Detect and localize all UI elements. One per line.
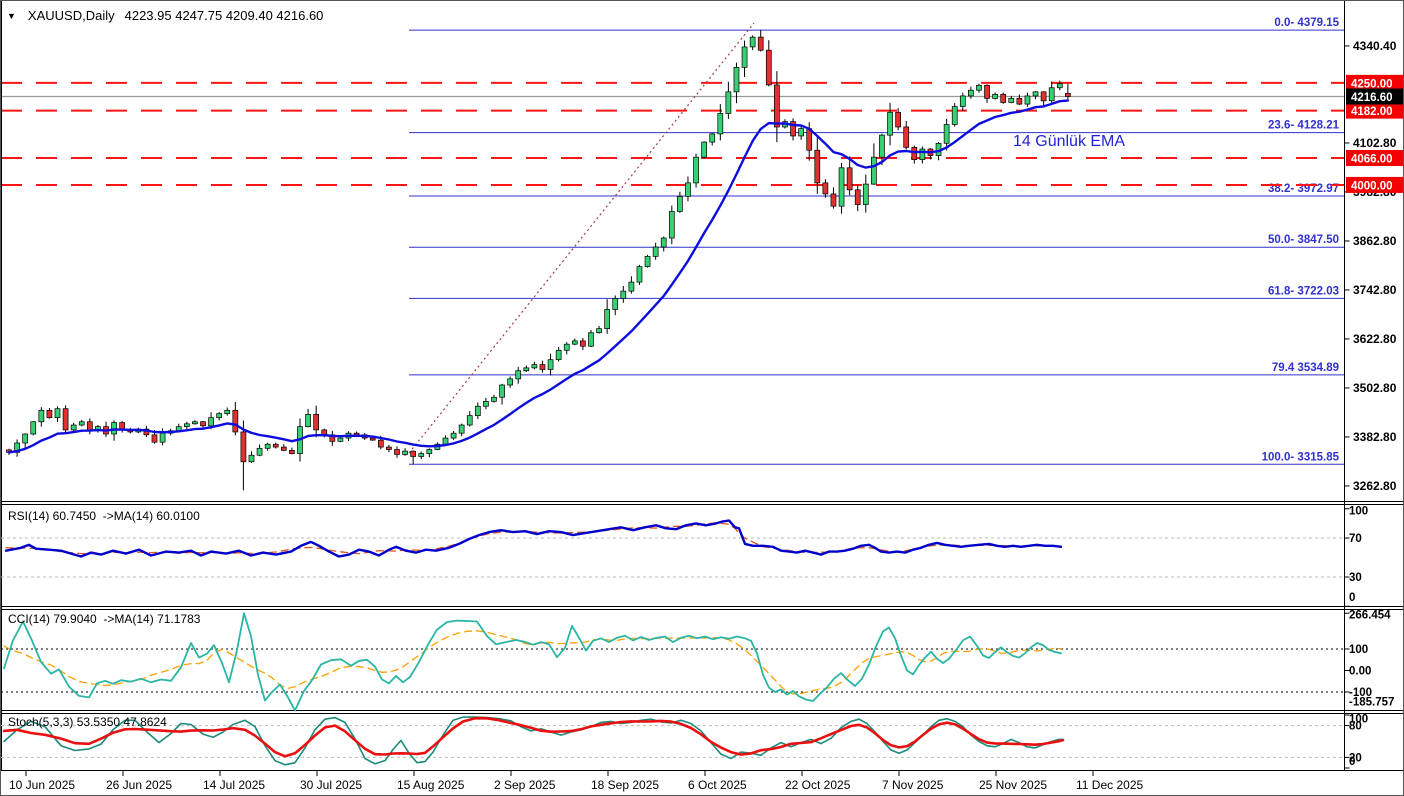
svg-text:79.4 3534.89: 79.4 3534.89: [1272, 362, 1339, 374]
rsi-indicator-label: RSI(14) 60.7450 ->MA(14) 60.0100: [8, 509, 200, 523]
svg-text:3502.80: 3502.80: [1353, 381, 1397, 395]
svg-text:80: 80: [1349, 721, 1362, 733]
svg-text:0.0- 4379.15: 0.0- 4379.15: [1274, 17, 1339, 29]
stoch-indicator-label: Stoch(5,3,3) 53.5350 47.8624: [8, 715, 167, 729]
svg-text:3382.80: 3382.80: [1353, 430, 1397, 444]
svg-text:4182.00: 4182.00: [1351, 106, 1393, 118]
support-resistance-lines: [1, 81, 1345, 186]
svg-text:25 Nov 2025: 25 Nov 2025: [979, 778, 1047, 792]
price-badge: 4182.00: [1346, 102, 1403, 119]
ema-annotation: 14 Günlük EMA: [1013, 133, 1126, 150]
dotted-trendline: [408, 22, 755, 454]
date-axis: 10 Jun 2025 26 Jun 2025 14 Jul 2025 30 Jul …: [9, 770, 1143, 792]
svg-text:100: 100: [1349, 714, 1368, 726]
svg-text:11 Dec 2025: 11 Dec 2025: [1076, 778, 1143, 792]
ema-line: [7, 99, 1070, 454]
svg-text:2 Sep 2025: 2 Sep 2025: [494, 778, 556, 792]
svg-text:10 Jun 2025: 10 Jun 2025: [9, 778, 75, 792]
svg-text:23.6- 4128.21: 23.6- 4128.21: [1268, 120, 1340, 132]
cci-indicator-label: CCI(14) 79.9040 ->MA(14) 71.1783: [8, 612, 201, 626]
svg-text:30 Jul 2025: 30 Jul 2025: [300, 778, 362, 792]
svg-text:0: 0: [1349, 756, 1355, 768]
svg-text:22 Oct 2025: 22 Oct 2025: [785, 778, 851, 792]
svg-text:3742.80: 3742.80: [1353, 283, 1397, 297]
svg-text:100: 100: [1349, 644, 1368, 656]
svg-text:-185.757: -185.757: [1349, 697, 1394, 709]
cci-panel: 266.454 100 0.00 -100-185.757: [1, 610, 1394, 712]
svg-text:6 Oct 2025: 6 Oct 2025: [688, 778, 747, 792]
svg-text:30: 30: [1349, 572, 1362, 584]
svg-text:100.0- 3315.85: 100.0- 3315.85: [1262, 451, 1340, 463]
svg-text:4250.00: 4250.00: [1351, 78, 1393, 90]
fib-retracement: 0.0- 4379.15 23.6- 4128.21 38.2- 3972.97 50…: [409, 17, 1345, 465]
price-badge: 4000.00: [1346, 176, 1403, 193]
rsi-panel: 100 70 30 0: [1, 506, 1368, 607]
svg-text:-100: -100: [1349, 687, 1372, 699]
svg-text:26 Jun 2025: 26 Jun 2025: [106, 778, 172, 792]
svg-text:3862.80: 3862.80: [1353, 234, 1397, 248]
svg-text:3262.80: 3262.80: [1353, 479, 1397, 493]
svg-text:3622.80: 3622.80: [1353, 332, 1397, 346]
svg-text:61.8- 3722.03: 61.8- 3722.03: [1268, 285, 1339, 297]
price-badge: 4250.00: [1346, 74, 1403, 91]
svg-text:15 Aug 2025: 15 Aug 2025: [397, 778, 465, 792]
symbol-title-row: ▼ XAUUSD,Daily 4223.95 4247.75 4209.40 421…: [7, 8, 323, 23]
svg-text:0: 0: [1349, 592, 1355, 604]
svg-text:7 Nov 2025: 7 Nov 2025: [882, 778, 944, 792]
price-badge: 4066.00: [1346, 149, 1403, 166]
symbol-dropdown-icon[interactable]: ▼: [7, 10, 16, 21]
svg-text:4340.40: 4340.40: [1353, 39, 1397, 53]
svg-text:4216.60: 4216.60: [1351, 92, 1393, 104]
svg-text:0.00: 0.00: [1349, 666, 1371, 678]
symbol-name: XAUUSD,Daily: [27, 8, 115, 23]
svg-text:18 Sep 2025: 18 Sep 2025: [591, 778, 659, 792]
svg-text:38.2- 3972.97: 38.2- 3972.97: [1268, 183, 1339, 195]
candles: [6, 30, 1071, 491]
svg-text:100: 100: [1349, 506, 1368, 518]
panel-separators: [1, 1, 1403, 771]
ohlc-values: 4223.95 4247.75 4209.40 4216.60: [124, 8, 324, 23]
price-badge: 4216.60: [1346, 88, 1403, 105]
svg-text:70: 70: [1349, 533, 1362, 545]
svg-text:20: 20: [1349, 752, 1362, 764]
svg-text:4102.80: 4102.80: [1353, 136, 1397, 150]
svg-text:266.454: 266.454: [1349, 610, 1391, 622]
svg-text:4066.00: 4066.00: [1351, 153, 1393, 165]
svg-text:14 Jul 2025: 14 Jul 2025: [203, 778, 265, 792]
svg-text:4000.00: 4000.00: [1351, 180, 1393, 192]
svg-text:50.0- 3847.50: 50.0- 3847.50: [1268, 234, 1339, 246]
